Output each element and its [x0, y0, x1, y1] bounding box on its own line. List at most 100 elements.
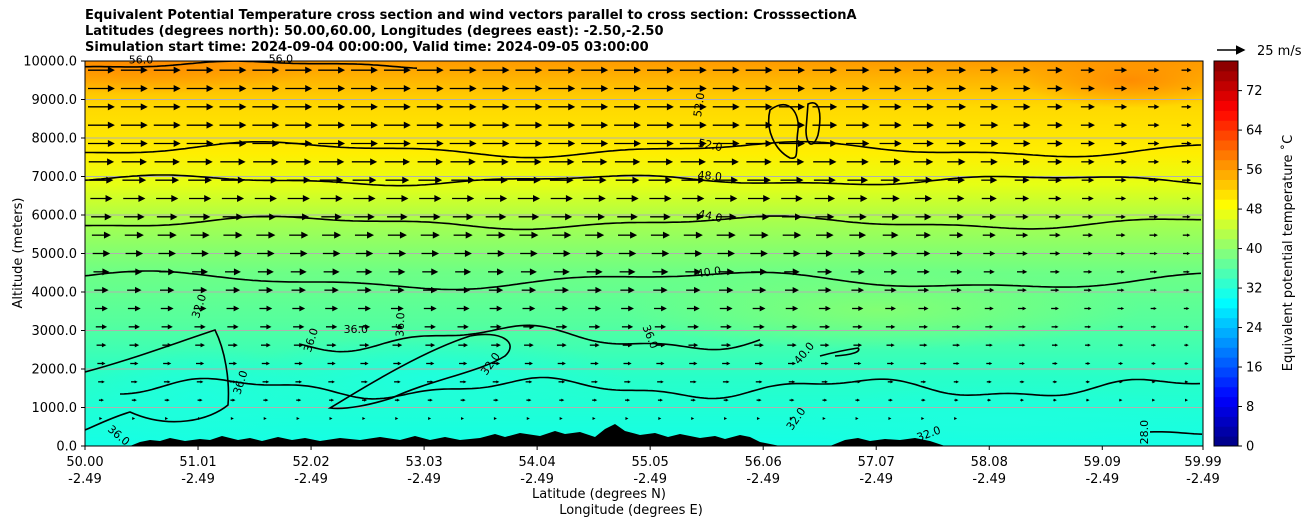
wind-vector: [120, 103, 148, 111]
wind-vector: [658, 417, 662, 420]
wind-vector: [1183, 270, 1190, 274]
wind-vector: [712, 85, 740, 92]
wind-vector: [186, 140, 214, 147]
wind-vector: [493, 398, 499, 402]
contour-label: 56.0: [129, 54, 154, 67]
title-line-2: Latitudes (degrees north): 50.00,60.00, …: [85, 24, 664, 39]
wind-vector: [1015, 195, 1030, 202]
wind-vector: [657, 380, 664, 384]
wind-vector: [1080, 67, 1095, 74]
wind-vector: [285, 121, 313, 129]
colorbar-segment: [1214, 130, 1238, 141]
wind-vector: [650, 213, 671, 221]
wind-vector: [548, 66, 576, 74]
x-tick-label-lon: -2.49: [68, 472, 102, 487]
wind-vector: [654, 305, 667, 312]
contour-line-52.0: [85, 140, 1202, 159]
wind-vector: [1114, 103, 1128, 110]
wind-vector: [852, 324, 863, 330]
wind-vector: [120, 121, 148, 129]
wind-vector: [581, 85, 609, 92]
wind-vector: [186, 121, 214, 129]
wind-vector: [781, 213, 802, 221]
wind-vector: [425, 342, 436, 348]
wind-vector: [131, 398, 137, 402]
x-tick-label-lon: -2.49: [1085, 472, 1119, 487]
wind-vector: [617, 213, 638, 221]
wind-vector: [97, 361, 106, 366]
wind-vector: [952, 324, 961, 329]
wind-vector: [487, 250, 505, 257]
colorbar-segment: [1214, 436, 1238, 447]
wind-vector: [229, 380, 237, 384]
wind-vector: [680, 158, 706, 166]
wind-vector: [984, 287, 995, 293]
contour-line-32.0: [327, 333, 511, 410]
wind-vector: [526, 398, 532, 402]
wind-vector: [96, 342, 107, 348]
wind-vector: [188, 195, 212, 202]
wind-vector: [524, 342, 534, 348]
wind-vector: [486, 231, 506, 239]
wind-vector: [913, 103, 934, 111]
wind-vector: [1148, 177, 1159, 183]
colorbar-segment: [1214, 149, 1238, 161]
wind-vector: [946, 103, 967, 111]
wind-vector: [1147, 122, 1160, 128]
wind-vector: [786, 324, 798, 330]
wind-vector: [679, 121, 707, 129]
wind-vector: [161, 324, 173, 330]
wind-vector: [525, 380, 533, 384]
wind-vector: [846, 140, 870, 147]
wind-vector: [1051, 306, 1059, 311]
wind-vector: [190, 231, 210, 239]
wind-vector: [624, 380, 631, 384]
wind-vector: [1182, 215, 1191, 219]
wind-vector: [457, 324, 469, 330]
wind-vector: [93, 268, 110, 276]
wind-vector: [226, 305, 240, 312]
wind-vector: [295, 380, 303, 384]
wind-vector: [488, 268, 505, 276]
wind-vector: [756, 417, 760, 420]
wind-vector: [254, 195, 277, 202]
wind-vector: [879, 103, 902, 111]
wind-vector: [456, 305, 470, 312]
wind-vector: [780, 176, 804, 184]
wind-vector: [321, 213, 342, 221]
wind-vector: [390, 305, 404, 312]
wind-vector: [129, 342, 140, 348]
wind-vector: [488, 286, 504, 294]
colorbar-segment: [1214, 120, 1238, 131]
wind-vector: [882, 213, 900, 221]
wind-vector: [784, 287, 799, 294]
wind-vector: [286, 176, 311, 184]
wind-vector: [1081, 158, 1095, 165]
wind-vector: [351, 66, 378, 74]
wind-vector: [745, 140, 773, 147]
wind-vector: [362, 417, 366, 420]
wind-vector: [88, 85, 115, 92]
wind-vector: [319, 176, 344, 184]
wind-vector: [816, 231, 834, 239]
wind-vector: [359, 342, 370, 348]
wind-vector: [548, 140, 576, 147]
wind-vector: [1148, 159, 1160, 165]
wind-vector: [393, 361, 402, 366]
wind-vector: [1181, 86, 1192, 91]
wind-vector: [620, 286, 635, 294]
x-tick-label-lat: 59.09: [1084, 455, 1121, 470]
wind-vector: [428, 417, 432, 420]
wind-vector: [194, 324, 206, 330]
wind-vector: [556, 324, 568, 330]
wind-vector: [1047, 85, 1063, 92]
wind-vector: [950, 269, 963, 275]
wind-vector: [459, 361, 468, 366]
wind-vector: [491, 342, 501, 348]
wind-vector: [361, 398, 368, 402]
wind-vector: [623, 361, 632, 366]
wind-vector: [748, 213, 770, 221]
wind-vector: [322, 250, 341, 257]
wind-vector: [225, 286, 241, 294]
wind-vector: [913, 121, 934, 129]
